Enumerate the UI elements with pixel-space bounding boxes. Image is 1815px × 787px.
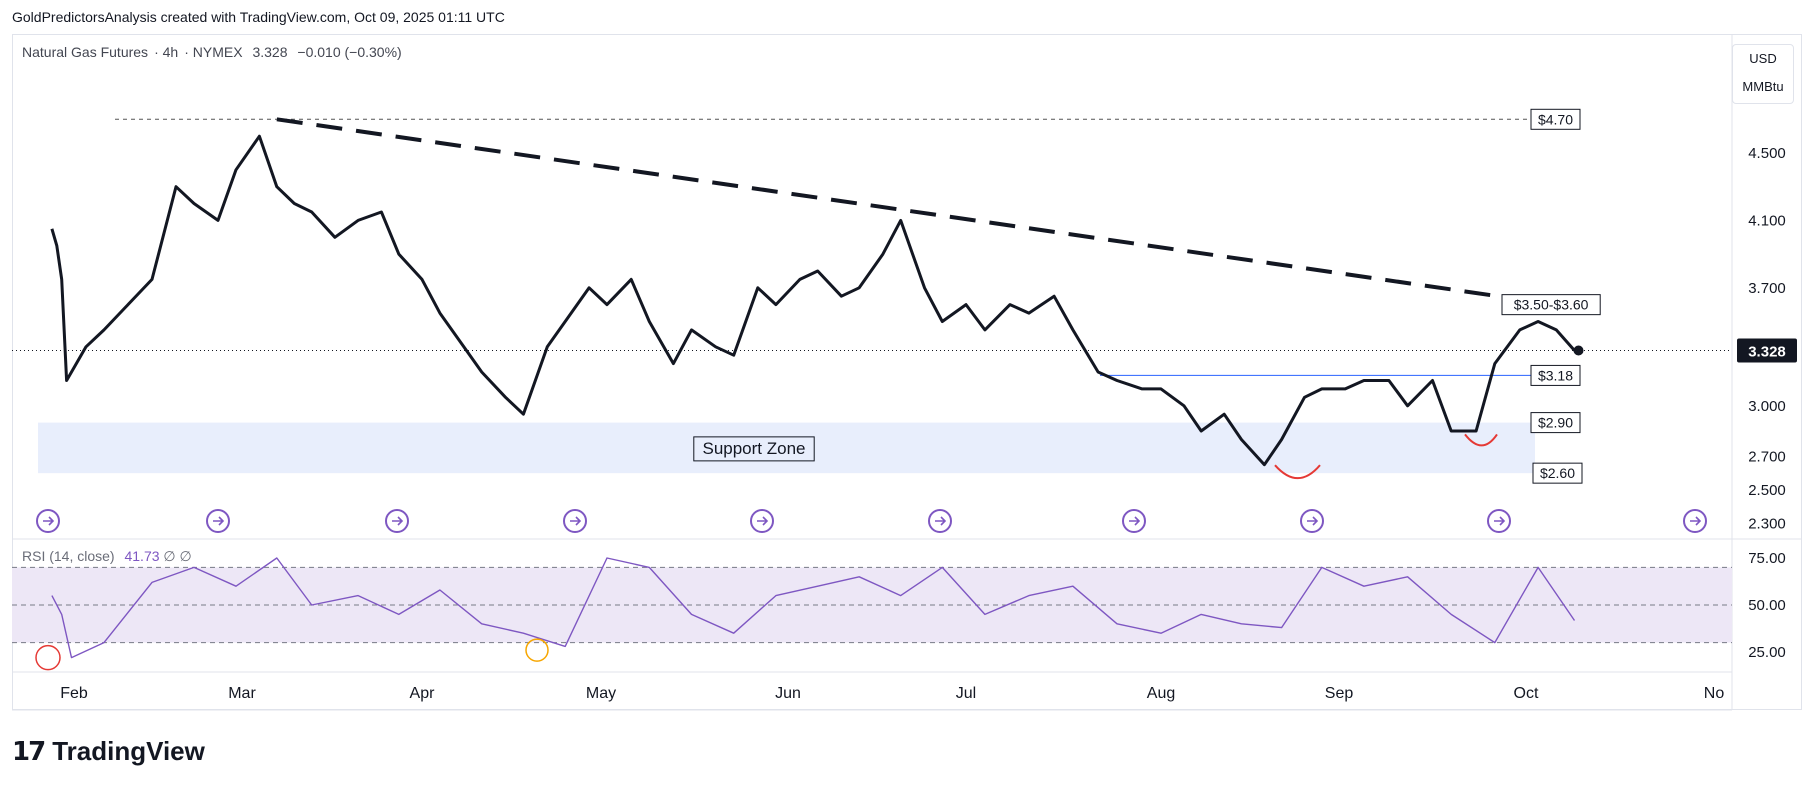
legend-interval: 4h [162, 44, 179, 60]
rsi-tick-label: 50.00 [1748, 597, 1786, 614]
price-label-text: $2.90 [1538, 415, 1573, 431]
legend-symbol: Natural Gas Futures [22, 44, 149, 60]
price-tick-label: 3.000 [1748, 398, 1786, 415]
price-label-text: $4.70 [1538, 111, 1573, 127]
event-marker-arrow-icon [935, 516, 947, 526]
price-label-box [1532, 462, 1583, 484]
bottom-curve-2 [1464, 433, 1498, 447]
price-tick-label: 4.500 [1748, 145, 1786, 162]
event-marker-arrow-icon [1307, 516, 1319, 526]
last-price-dot [1573, 345, 1584, 356]
time-tick-label: Feb [60, 685, 88, 702]
time-tick-label: May [586, 685, 616, 702]
time-tick-label: Mar [228, 685, 256, 702]
rsi-oversold-circle-2 [525, 638, 549, 662]
rsi-extra-1: ∅ [163, 548, 176, 564]
event-marker-arrow-icon [392, 516, 404, 526]
time-tick-label: Jul [956, 685, 976, 702]
event-marker-arrow-icon [1129, 516, 1141, 526]
price-label-box [1530, 108, 1581, 130]
event-marker-arrow-icon [1690, 516, 1702, 526]
price-label-box [1501, 294, 1601, 316]
price-pane: Support Zone $4.70 $3.50-$3.60 $3.18 $2.90 $2… [12, 108, 1732, 533]
rsi-label: RSI (14, close) [22, 548, 115, 564]
rsi-oversold-circle [35, 644, 61, 671]
event-marker-arrow-icon [213, 516, 225, 526]
event-marker-arrow-icon [43, 516, 55, 526]
main-legend: Natural Gas Futures · 4h · NYMEX 3.328 −0.… [22, 44, 402, 60]
support-zone-label: Support Zone [702, 439, 805, 458]
rsi-value: 41.73 [124, 548, 160, 564]
price-tick-label: 2.700 [1748, 448, 1786, 465]
time-tick-label: Apr [410, 685, 436, 702]
support-zone-label-box [693, 436, 815, 462]
legend-change: −0.010 (−0.30%) [297, 44, 402, 60]
event-marker-arrow-icon [570, 516, 582, 526]
rsi-tick-label: 75.00 [1748, 550, 1786, 567]
tradingview-logo-text: TradingView [52, 736, 205, 766]
price-label-text: $2.60 [1540, 465, 1575, 481]
event-marker-arrow-icon [1494, 516, 1506, 526]
price-tick-label: 2.300 [1748, 516, 1786, 533]
price-label-box [1530, 412, 1581, 434]
axes: 4.500 4.100 3.700 3.000 2.700 2.500 2.300 3.328… [60, 145, 1797, 702]
event-marker-arrow-icon [757, 516, 769, 526]
last-price-tag [1737, 338, 1797, 363]
time-tick-label: Oct [1514, 685, 1539, 702]
price-label-box [1530, 364, 1581, 386]
time-tick-label: Jun [775, 685, 801, 702]
time-tick-label: Sep [1325, 685, 1354, 702]
currency-selector[interactable]: USD MMBtu [1732, 44, 1794, 104]
price-tick-label: 3.700 [1748, 280, 1786, 297]
currency-unit: USD [1749, 51, 1777, 66]
currency-measure: MMBtu [1742, 79, 1784, 94]
legend-exchange: NYMEX [192, 44, 243, 60]
legend-last: 3.328 [252, 44, 288, 60]
rsi-legend: RSI (14, close) 41.73 ∅ ∅ [22, 548, 192, 565]
price-tick-label: 4.100 [1748, 212, 1786, 229]
tradingview-logo[interactable]: 17 TradingView [12, 736, 205, 767]
time-tick-label: No [1704, 685, 1725, 702]
rsi-line [51, 557, 1576, 659]
price-label-text: $3.50-$3.60 [1514, 297, 1589, 313]
last-price-tag-text: 3.328 [1748, 343, 1786, 360]
price-label-text: $3.18 [1538, 367, 1573, 383]
tradingview-logo-icon: 17 [12, 736, 46, 767]
descending-trendline [276, 117, 1557, 307]
price-line [50, 134, 1576, 467]
attribution-header: GoldPredictorsAnalysis created with Trad… [12, 9, 505, 25]
time-tick-label: Aug [1147, 685, 1175, 702]
price-tick-label: 2.500 [1748, 482, 1786, 499]
rsi-extra-2: ∅ [179, 548, 192, 564]
rsi-pane [12, 557, 1732, 671]
rsi-tick-label: 25.00 [1748, 644, 1786, 661]
bottom-curve-1 [1274, 464, 1321, 480]
